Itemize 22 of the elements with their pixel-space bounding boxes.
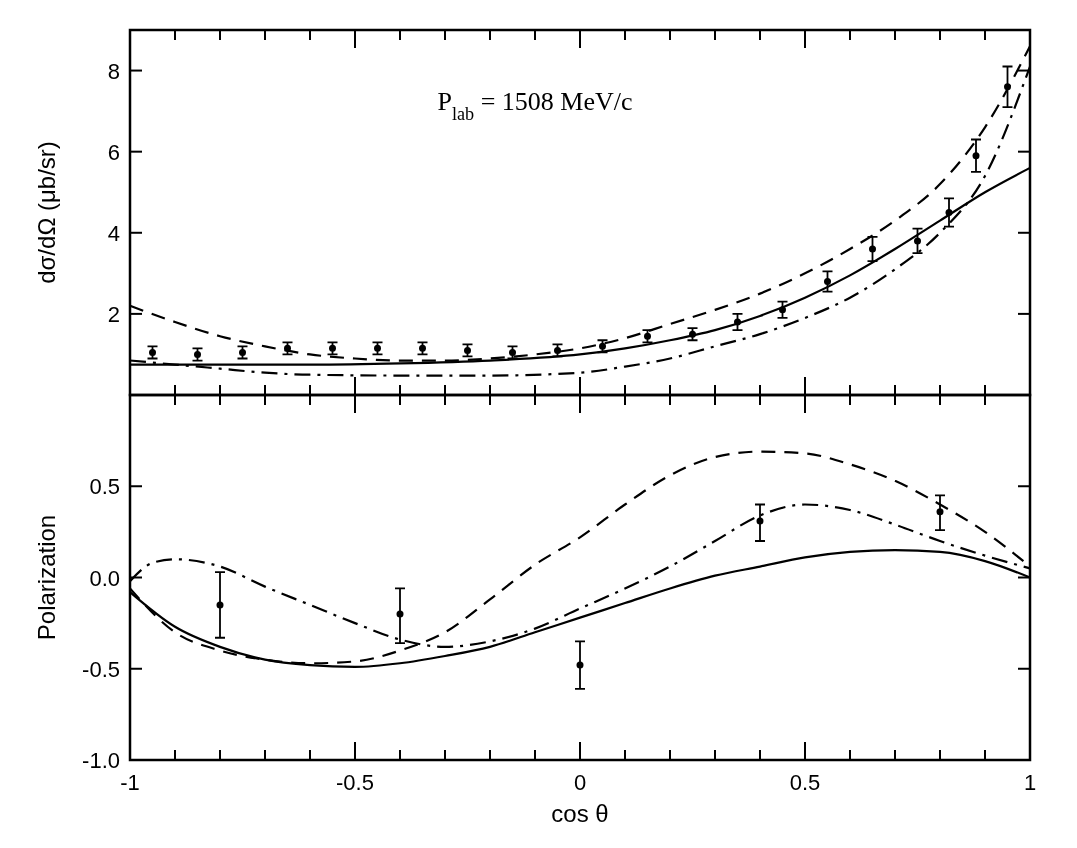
point [396,610,404,618]
point [576,661,584,669]
x-tick-label: 0.5 [789,770,821,795]
x-tick-label: 0 [573,770,587,795]
x-axis-title: cos θ [551,800,609,827]
annotation: P$_{lab}$ = 1508 MeV/c [437,87,633,124]
y-tick-label: 0.5 [89,474,120,500]
y-tick-label: -0.5 [82,656,120,682]
x-tick-label: -1 [120,770,140,795]
y-axis-title: dσ/dΩ (μb/sr) [33,141,60,284]
y-tick-label: -1.0 [82,748,120,773]
y-tick-label: 6 [107,139,120,165]
y-tick-label: 4 [107,220,120,246]
y-tick-label: 8 [107,58,120,84]
x-tick-label: 1 [1023,770,1037,795]
y-tick-label: 2 [107,301,120,327]
y-axis-title: Polarization [33,514,60,641]
x-tick-label: -0.5 [336,770,374,795]
y-tick-label: 0.0 [89,565,120,591]
point [756,517,764,525]
point [216,601,224,609]
point [936,508,944,516]
